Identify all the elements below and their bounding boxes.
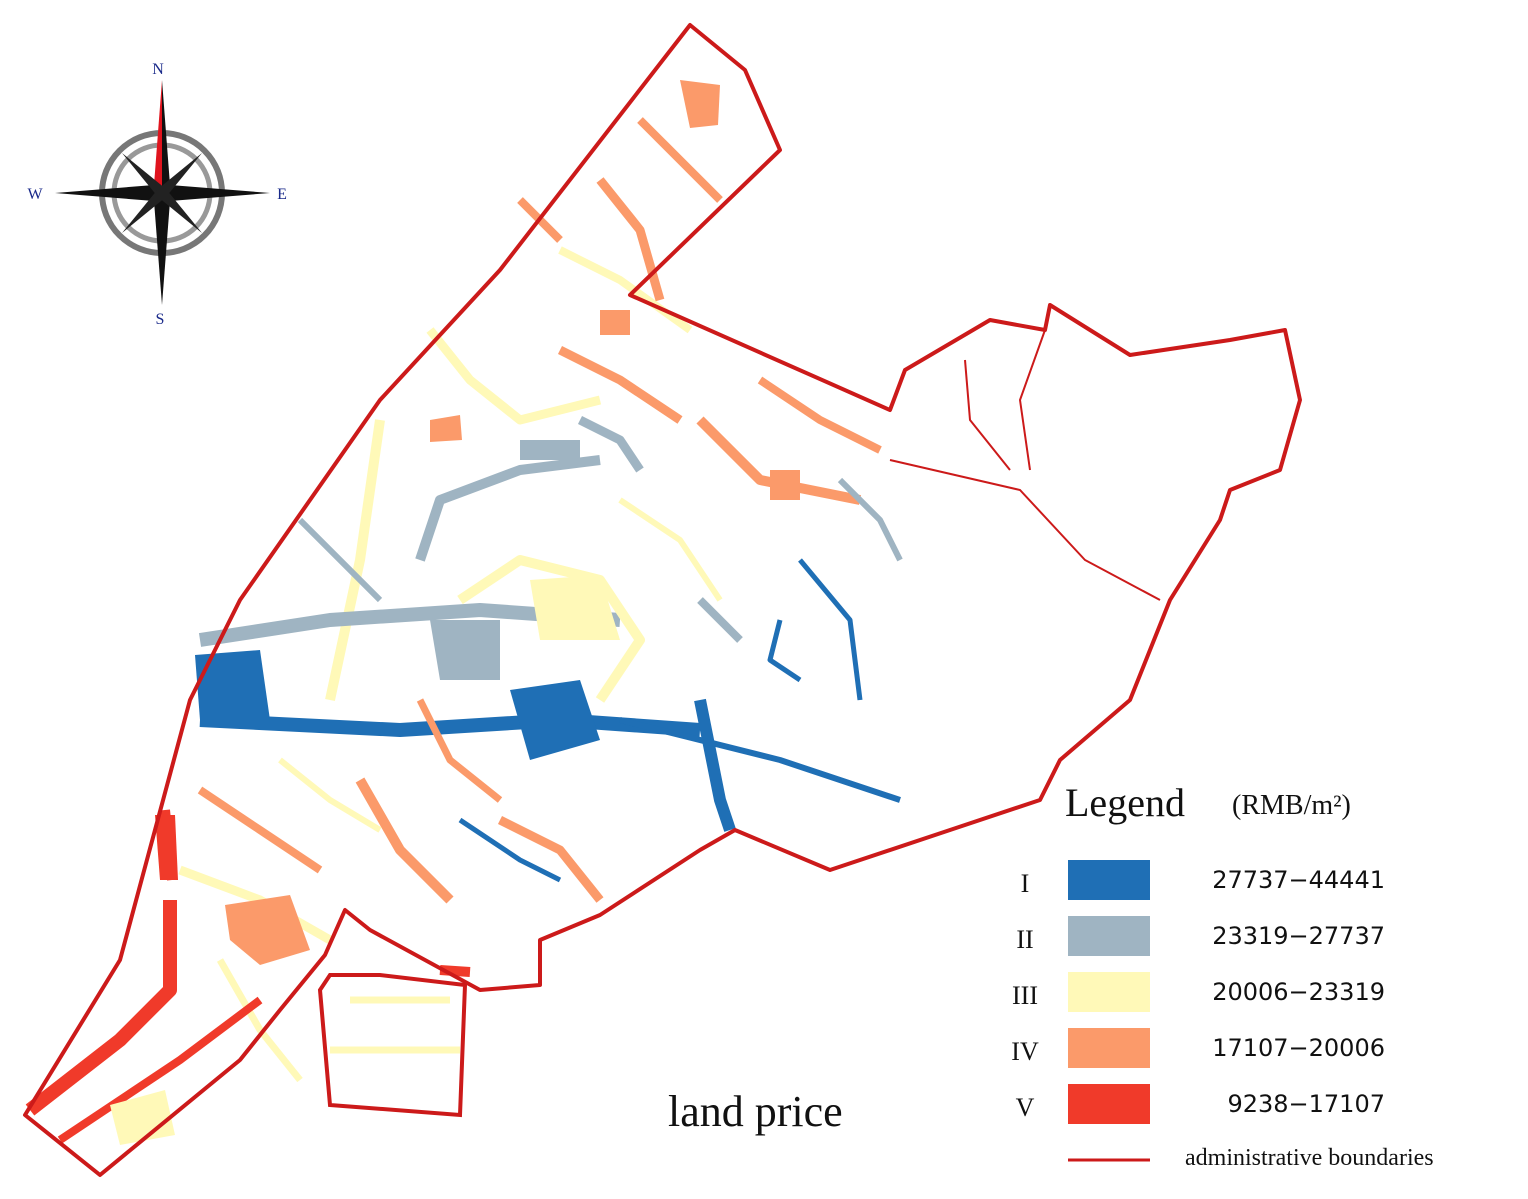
compass-label: N [152,61,164,78]
land-price-patch [757,376,882,454]
land-price-patch [770,470,800,500]
legend-range: 20006−23319 [1212,978,1385,1006]
compass-label: W [27,186,43,203]
legend-range: 9238−17107 [1227,1090,1385,1118]
land-price-patches [25,80,903,1145]
compass-label: E [277,186,287,203]
compass-needle [162,185,270,201]
land-price-patch [520,440,580,460]
legend-swatch [1068,1084,1150,1124]
land-price-patch [767,619,802,683]
land-price-patch [680,80,720,128]
boundary-line [1018,329,1046,471]
land-price-patch [278,757,382,833]
legend-grade: IV [1011,1037,1039,1066]
legend: Legend (RMB/m²) I 27737−44441 II 23319−2773… [1011,780,1433,1171]
land-price-patch [297,517,383,603]
compass-needle [162,80,170,193]
land-price-patch [57,996,263,1144]
land-price-patch [837,477,903,562]
legend-boundary-label: administrative boundaries [1185,1145,1434,1171]
land-price-patch [798,558,863,701]
compass-needle [158,153,202,197]
land-price-patch [530,575,620,640]
land-price-patch [155,815,178,880]
land-price-patch [416,698,503,803]
land-price-patch [694,698,736,832]
legend-swatch [1068,972,1150,1012]
land-price-patch [426,327,602,425]
legend-range: 27737−44441 [1212,866,1385,894]
legend-range: 23319−27737 [1212,922,1385,950]
compass: N S W E [27,61,286,328]
legend-title: Legend [1065,780,1185,825]
map-title: land price [668,1087,843,1136]
legend-unit: (RMB/m²) [1232,790,1351,821]
land-price-patch [618,497,723,602]
land-price-patch [697,597,743,643]
land-price-patch [619,717,901,803]
legend-grade: V [1016,1093,1035,1122]
legend-grade: III [1012,981,1038,1010]
compass-label: S [156,311,165,328]
legend-grade: II [1016,925,1033,954]
land-price-patch [225,895,310,965]
land-price-patch [600,310,630,335]
land-price-patch [577,415,644,473]
land-price-patch [696,416,861,505]
land-price-patch [195,650,270,720]
land-price-patch [510,680,600,760]
land-price-patch [596,177,665,302]
land-price-patch [110,1090,175,1145]
compass-needle [158,189,202,233]
compass-needle [55,185,162,201]
legend-range: 17107−20006 [1212,1034,1385,1062]
land-price-patch [355,777,454,904]
compass-needle [154,80,162,193]
compass-needle [122,189,166,233]
legend-swatch [1068,916,1150,956]
land-price-patch [25,900,177,1116]
land-price-patch [325,419,385,702]
boundary-line [889,459,1161,601]
boundary-line [964,359,1011,471]
legend-swatch [1068,860,1150,900]
land-price-patch [458,817,562,883]
compass-needle [154,193,170,305]
land-price-patch [430,415,462,442]
land-price-patch [497,815,604,903]
land-price-patch [197,786,323,874]
boundary-line [23,23,1302,1177]
boundary-line [317,973,468,1118]
legend-grade: I [1021,869,1030,898]
land-price-patch [430,620,500,680]
administrative-boundary [23,23,1302,1177]
land-price-patch [637,117,723,203]
compass-needle [122,153,166,197]
legend-swatch [1068,1028,1150,1068]
land-price-patch [557,345,683,424]
land-price-patch [216,958,303,1083]
land-price-patch [415,455,601,562]
